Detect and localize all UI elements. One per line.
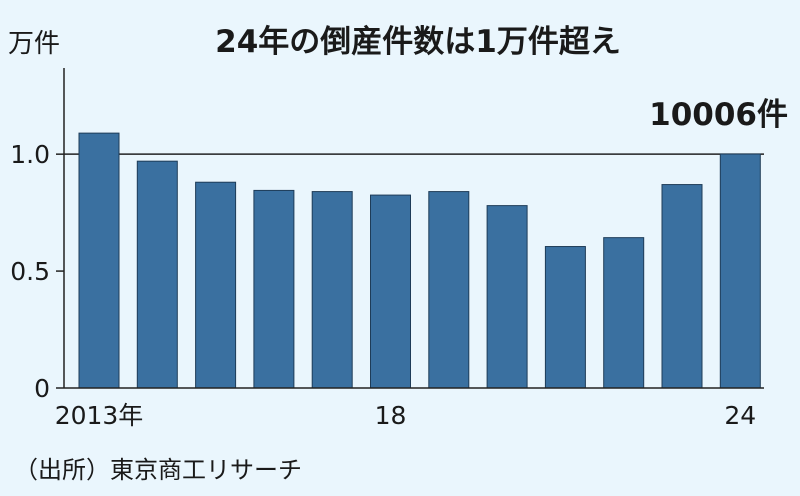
- bar: [719, 153, 761, 389]
- bar: [661, 184, 703, 389]
- x-tick-label: 2013年: [55, 401, 144, 430]
- x-tick-label: 24: [724, 401, 756, 430]
- bar: [603, 237, 645, 389]
- bar: [486, 205, 528, 389]
- bar: [78, 132, 120, 389]
- chart-title: 24年の倒産件数は1万件超え: [215, 24, 621, 60]
- bar: [253, 189, 295, 389]
- bars: [78, 132, 761, 389]
- bar: [311, 191, 353, 389]
- value-annotation: 10006件: [649, 97, 788, 133]
- y-tick-label: 0.5: [10, 257, 50, 286]
- y-unit-label: 万件: [8, 29, 60, 59]
- x-tick-label: 18: [375, 401, 407, 430]
- bar: [428, 191, 470, 389]
- source-note: （出所）東京商工リサーチ: [14, 456, 302, 484]
- y-axis-ticks: 0 0.5 1.0: [10, 140, 64, 403]
- bar: [544, 246, 586, 389]
- bar: [370, 194, 411, 389]
- x-axis-ticks: 2013年 18 24: [55, 401, 757, 430]
- bar: [195, 181, 237, 389]
- bar: [136, 160, 178, 389]
- y-tick-label: 0: [34, 374, 50, 403]
- y-tick-label: 1.0: [10, 140, 50, 169]
